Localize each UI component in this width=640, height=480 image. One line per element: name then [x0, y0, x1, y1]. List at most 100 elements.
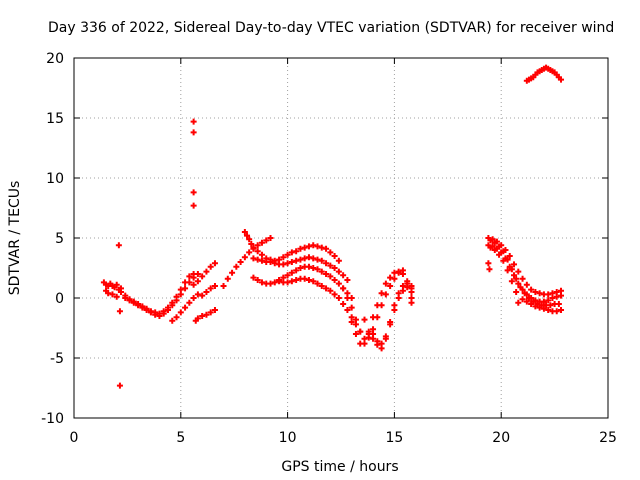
data-point: [553, 293, 560, 300]
data-point: [508, 266, 515, 273]
data-point: [318, 257, 325, 264]
data-point: [297, 256, 304, 263]
data-point: [229, 269, 236, 276]
y-tick-label: 20: [46, 51, 64, 67]
data-point: [190, 295, 197, 301]
data-point: [335, 280, 342, 287]
data-point: [352, 316, 359, 323]
data-point: [135, 302, 142, 309]
data-point: [399, 287, 406, 294]
data-point: [284, 260, 291, 267]
data-point: [525, 295, 532, 301]
series-isolated-points: [115, 118, 493, 389]
data-point: [173, 297, 180, 304]
data-point: [370, 331, 377, 337]
data-point: [224, 275, 231, 282]
data-point: [382, 280, 389, 287]
data-point: [323, 260, 330, 267]
x-tick-label: 20: [492, 430, 510, 446]
data-point: [173, 314, 180, 321]
data-point: [297, 245, 304, 252]
data-point: [513, 275, 520, 282]
data-point: [203, 268, 210, 275]
data-point: [404, 284, 411, 291]
data-point: [310, 265, 317, 271]
data-point: [207, 285, 214, 292]
data-point: [540, 298, 547, 305]
data-point: [194, 291, 201, 298]
data-point: [340, 272, 347, 279]
data-point: [143, 307, 150, 313]
data-point: [491, 239, 498, 246]
data-point: [513, 289, 520, 295]
x-tick-label: 0: [70, 430, 79, 446]
data-point: [519, 275, 526, 282]
series-late-high-arc: [523, 64, 565, 84]
data-point: [348, 304, 355, 311]
data-point: [113, 293, 120, 300]
data-point: [113, 281, 120, 288]
data-point: [340, 301, 347, 307]
data-point: [211, 283, 218, 289]
data-point: [525, 76, 532, 83]
data-point: [301, 275, 308, 282]
data-point: [314, 280, 321, 287]
data-point: [331, 277, 338, 283]
data-point: [276, 278, 283, 285]
data-point: [399, 271, 406, 277]
data-point: [126, 297, 133, 304]
data-point: [500, 248, 507, 255]
data-point: [186, 279, 193, 286]
data-point: [305, 277, 312, 283]
data-point: [288, 269, 295, 276]
data-point: [391, 307, 398, 313]
data-point: [318, 283, 325, 289]
data-point: [194, 315, 201, 322]
data-point: [340, 285, 347, 292]
data-point: [258, 279, 265, 286]
data-point: [551, 69, 558, 76]
data-point: [395, 295, 402, 301]
data-point: [374, 338, 381, 345]
data-point: [543, 64, 550, 71]
data-point: [288, 278, 295, 285]
y-axis-ticks: -10 -5 0 5 10 15 20: [41, 51, 608, 427]
data-point: [485, 260, 492, 267]
data-point: [199, 313, 206, 319]
x-tick-label: 10: [279, 430, 297, 446]
data-point: [186, 273, 193, 280]
data-point: [408, 283, 415, 289]
data-point: [203, 311, 210, 318]
data-point: [496, 251, 503, 258]
data-point: [545, 307, 552, 313]
data-point: [504, 256, 511, 263]
data-point: [515, 299, 522, 306]
data-point: [515, 268, 522, 275]
data-point: [254, 242, 261, 249]
data-point: [515, 280, 522, 287]
data-point: [395, 268, 402, 275]
data-point: [237, 259, 244, 265]
data-point: [327, 287, 334, 294]
data-point: [408, 289, 415, 295]
data-point: [511, 261, 518, 268]
data-point: [115, 242, 122, 249]
data-point: [496, 243, 503, 250]
x-axis-label: GPS time / hours: [281, 459, 398, 475]
data-point: [344, 307, 351, 313]
data-point: [387, 321, 394, 328]
data-point: [305, 254, 312, 261]
data-point: [293, 257, 300, 264]
data-point: [374, 302, 381, 309]
data-point: [555, 74, 562, 81]
y-tick-label: 10: [46, 171, 64, 187]
series-midday-arcs: [220, 229, 364, 335]
series-early-morning-arcs: [100, 260, 218, 324]
data-point: [517, 284, 524, 291]
data-point: [199, 292, 206, 299]
x-tick-label: 15: [385, 430, 403, 446]
data-point: [352, 331, 359, 337]
data-point: [220, 283, 227, 289]
data-point: [186, 299, 193, 306]
